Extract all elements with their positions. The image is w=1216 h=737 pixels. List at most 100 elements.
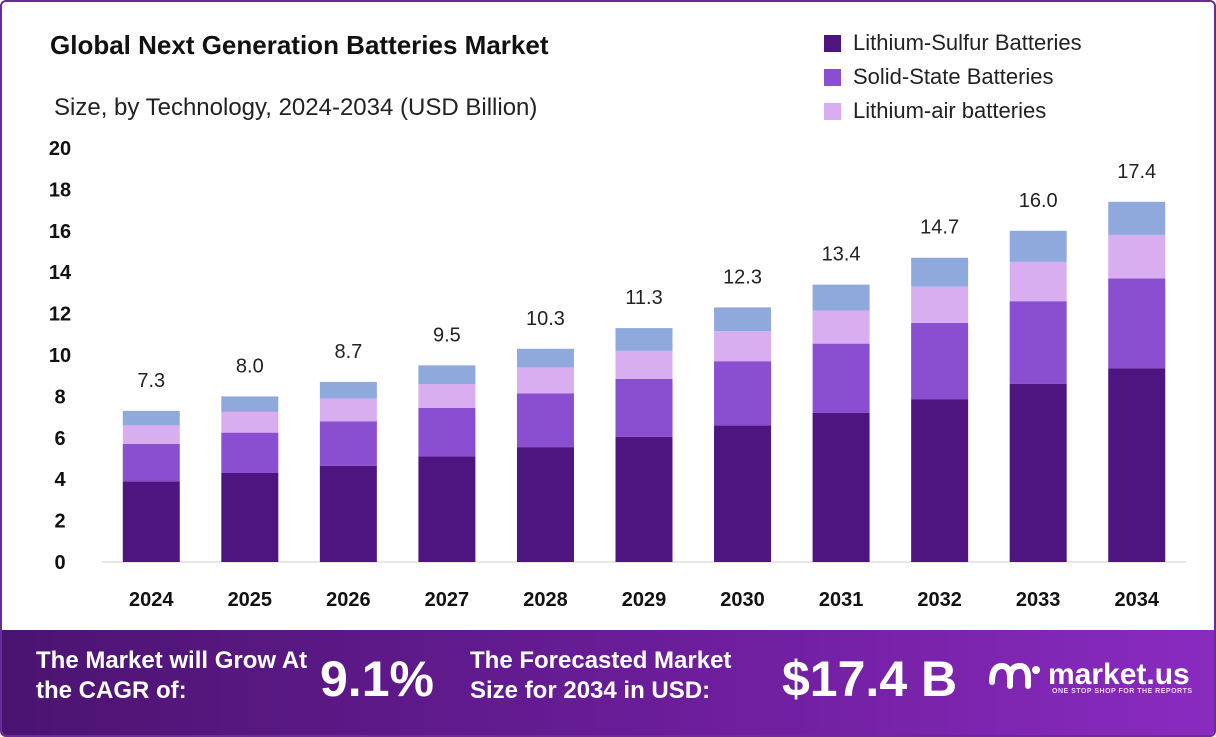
bar-segment-2-2026 bbox=[319, 421, 377, 466]
chart-title: Global Next Generation Batteries Market bbox=[50, 30, 549, 60]
bar-segment-1-2028 bbox=[516, 447, 574, 562]
legend-swatch-lithium-air bbox=[824, 102, 841, 120]
y-tick-label: 2 bbox=[54, 511, 65, 533]
bar-segment-2-2025 bbox=[221, 432, 279, 473]
y-tick-label: 10 bbox=[49, 345, 71, 367]
x-tick-label: 2034 bbox=[1114, 589, 1159, 611]
bar-segment-4-2031 bbox=[812, 284, 870, 311]
bar-segment-4-2032 bbox=[911, 257, 969, 287]
forecast-label: The Forecasted Market Size for 2034 in U… bbox=[470, 647, 732, 704]
x-tick-label: 2031 bbox=[819, 589, 864, 611]
y-tick-label: 6 bbox=[54, 428, 65, 450]
x-tick-label: 2028 bbox=[523, 589, 568, 611]
bar-segment-1-2032 bbox=[911, 399, 969, 562]
bar-segment-2-2029 bbox=[615, 378, 673, 437]
bar-total-label: 14.7 bbox=[920, 217, 959, 239]
bar-segment-4-2033 bbox=[1009, 230, 1067, 262]
cagr-label: The Market will Grow At the CAGR of: bbox=[36, 647, 308, 704]
stacked-bar-chart: 0 2 4 6 8 10 12 14 16 18 20 7.3 2024 8.0 2025 8.7 2026 9.… bbox=[49, 138, 1186, 611]
bar-segment-2-2024 bbox=[122, 444, 180, 482]
bar-segment-3-2024 bbox=[122, 425, 180, 445]
bar-segment-4-2025 bbox=[221, 396, 279, 412]
y-tick-label: 4 bbox=[54, 469, 66, 491]
footer-banner: The Market will Grow At the CAGR of: 9.1… bbox=[2, 630, 1214, 735]
y-tick-label: 12 bbox=[49, 304, 71, 326]
bar-segment-1-2034 bbox=[1108, 368, 1166, 562]
y-tick-label: 20 bbox=[49, 138, 71, 160]
bar-segment-3-2029 bbox=[615, 350, 673, 379]
bar-total-label: 12.3 bbox=[723, 266, 762, 288]
bar-total-label: 17.4 bbox=[1117, 161, 1156, 183]
bar-segment-3-2033 bbox=[1009, 261, 1067, 302]
bar-total-label: 11.3 bbox=[625, 287, 662, 309]
x-tick-label: 2027 bbox=[425, 589, 470, 611]
y-tick-label: 18 bbox=[49, 179, 71, 201]
bar-total-label: 8.7 bbox=[334, 341, 362, 363]
bar-segment-3-2025 bbox=[221, 411, 279, 433]
bar-segment-4-2028 bbox=[516, 348, 574, 368]
x-tick-label: 2029 bbox=[622, 589, 667, 611]
bar-segment-2-2032 bbox=[911, 322, 969, 400]
bar-segment-2-2030 bbox=[714, 361, 772, 426]
bar-segment-3-2028 bbox=[516, 367, 574, 394]
legend-label-lithium-air: Lithium-air batteries bbox=[853, 98, 1047, 123]
bar-total-label: 13.4 bbox=[822, 244, 861, 266]
bar-segment-2-2033 bbox=[1009, 301, 1067, 384]
x-tick-label: 2032 bbox=[917, 589, 962, 611]
bar-segment-4-2027 bbox=[418, 365, 476, 384]
legend-item-solid-state: Solid-State Batteries bbox=[824, 60, 1082, 94]
bar-total-label: 8.0 bbox=[236, 355, 264, 377]
bar-segment-2-2034 bbox=[1108, 278, 1166, 369]
bar-segment-1-2029 bbox=[615, 436, 673, 562]
brand-name: market.us bbox=[1048, 658, 1190, 691]
bar-segment-2-2027 bbox=[418, 407, 476, 457]
x-tick-label: 2033 bbox=[1016, 589, 1061, 611]
bar-segment-4-2034 bbox=[1108, 201, 1166, 235]
bar-segment-1-2031 bbox=[812, 412, 870, 562]
bar-segment-1-2033 bbox=[1009, 383, 1067, 562]
brand-tagline: ONE STOP SHOP FOR THE REPORTS bbox=[1052, 688, 1193, 695]
x-tick-label: 2025 bbox=[228, 589, 273, 611]
legend-label-solid-state: Solid-State Batteries bbox=[853, 64, 1054, 89]
bar-segment-1-2024 bbox=[122, 481, 180, 562]
y-tick-label: 16 bbox=[49, 221, 71, 243]
bar-segment-1-2025 bbox=[221, 472, 279, 562]
y-tick-label: 0 bbox=[54, 552, 65, 574]
bar-total-label: 10.3 bbox=[526, 308, 565, 330]
chart-subtitle: Size, by Technology, 2024-2034 (USD Bill… bbox=[54, 94, 538, 121]
bar-total-label: 9.5 bbox=[433, 324, 461, 346]
bar-segment-3-2026 bbox=[319, 398, 377, 422]
legend-item-lithium-sulfur: Lithium-Sulfur Batteries bbox=[824, 26, 1082, 60]
bar-segment-4-2029 bbox=[615, 328, 673, 351]
y-tick-label: 14 bbox=[49, 262, 72, 284]
bar-segment-1-2026 bbox=[319, 465, 377, 562]
x-tick-label: 2030 bbox=[720, 589, 765, 611]
bar-segment-3-2034 bbox=[1108, 234, 1166, 279]
legend-swatch-lithium-sulfur bbox=[824, 34, 841, 52]
legend-item-lithium-air: Lithium-air batteries bbox=[824, 94, 1082, 128]
bar-segment-3-2027 bbox=[418, 383, 476, 408]
forecast-value: $17.4 B bbox=[782, 651, 958, 707]
bar-segment-1-2030 bbox=[714, 425, 772, 562]
bar-segment-4-2024 bbox=[122, 410, 180, 426]
cagr-value: 9.1% bbox=[320, 651, 434, 707]
bar-total-label: 7.3 bbox=[137, 370, 165, 392]
bar-segment-3-2031 bbox=[812, 310, 870, 344]
bar-segment-4-2030 bbox=[714, 307, 772, 332]
bar-segment-3-2032 bbox=[911, 286, 969, 323]
y-tick-label: 8 bbox=[54, 386, 65, 408]
bar-segment-4-2026 bbox=[319, 381, 377, 399]
bar-segment-3-2030 bbox=[714, 331, 772, 362]
bar-segment-2-2031 bbox=[812, 343, 870, 413]
brand-logo[interactable]: market.us bbox=[986, 652, 1190, 698]
x-tick-label: 2026 bbox=[326, 589, 371, 611]
market-us-logo-icon bbox=[989, 662, 1040, 689]
legend-label-lithium-sulfur: Lithium-Sulfur Batteries bbox=[853, 30, 1082, 55]
bar-total-label: 16.0 bbox=[1019, 190, 1058, 212]
legend: Lithium-Sulfur Batteries Solid-State Bat… bbox=[824, 26, 1082, 128]
x-tick-label: 2024 bbox=[129, 589, 174, 611]
legend-swatch-solid-state bbox=[824, 68, 841, 86]
bar-segment-1-2027 bbox=[418, 456, 476, 562]
bar-segment-2-2028 bbox=[516, 393, 574, 448]
